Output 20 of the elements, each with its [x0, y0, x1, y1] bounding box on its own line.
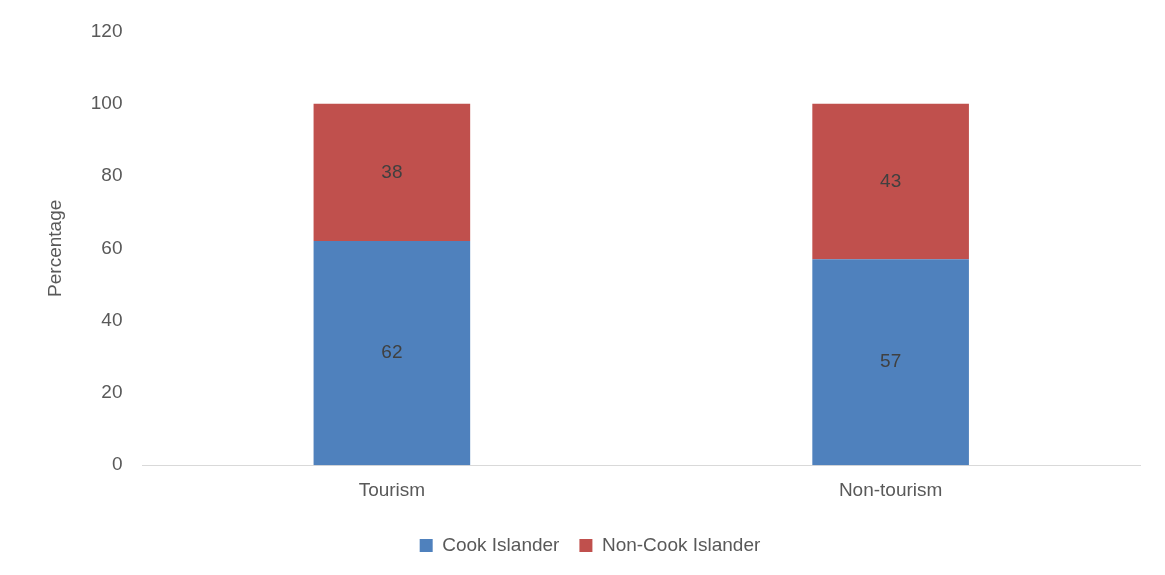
y-tick-label: 20: [101, 381, 123, 403]
y-tick-label: 80: [101, 164, 123, 186]
legend-label: Cook Islander: [442, 533, 561, 555]
data-label: 62: [381, 341, 403, 363]
bar: [812, 259, 969, 466]
data-label: 57: [880, 350, 902, 372]
y-axis-title: Percentage: [43, 199, 65, 297]
y-tick-label: 40: [101, 308, 123, 330]
x-tick-label: Non-tourism: [838, 478, 943, 500]
bar: [812, 103, 969, 260]
x-tick-label: Tourism: [358, 478, 426, 500]
data-label: 38: [381, 160, 403, 182]
y-tick-label: 100: [90, 91, 123, 113]
legend-label: Non-Cook Islander: [601, 533, 761, 555]
y-tick-label: 120: [90, 19, 123, 41]
y-tick-label: 60: [101, 236, 123, 258]
bar: [313, 241, 471, 466]
y-tick-label: 0: [111, 453, 123, 475]
bar: [313, 103, 471, 242]
data-label: 43: [880, 169, 902, 191]
